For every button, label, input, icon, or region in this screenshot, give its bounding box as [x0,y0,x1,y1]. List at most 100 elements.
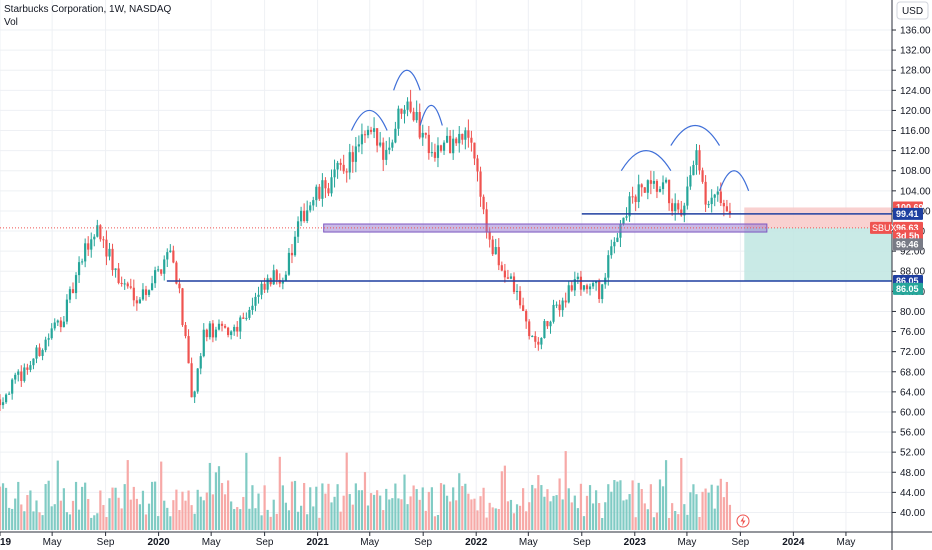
volume-bar [254,508,257,530]
volume-bar [296,511,300,530]
volume-bar [491,507,494,530]
candle-body [473,142,476,159]
volume-bar [476,510,479,530]
volume-bar [482,487,485,530]
volume-bar [263,485,266,530]
candle-body [342,164,345,172]
candle-body [339,162,342,165]
volume-bar [664,460,668,530]
volume-bar [202,500,205,530]
volume-bar [275,513,278,530]
volume-bar [11,508,14,530]
candle-body [284,274,287,282]
volume-bar [62,488,65,530]
volume-bar [686,514,689,530]
volume-bar [44,484,47,530]
candle-body [163,259,166,274]
candle-body [491,239,494,255]
candle-body [704,181,707,205]
volume-bars [0,451,732,530]
candle-body [65,299,69,322]
volume-bar [187,490,190,530]
volume-bar [74,481,78,530]
volume-bar [330,502,333,530]
volume-bar [324,493,327,530]
candle-body [488,231,491,240]
candle-body [713,194,716,198]
volume-bar [211,494,214,530]
volume-bar [518,505,522,530]
time-axis[interactable]: 2019 May Sep 2020 May Sep 2021 May Sep 2022 May Sep… [0,531,932,548]
volume-bar [512,513,516,530]
candle-body [187,336,190,364]
currency-button[interactable] [896,1,929,20]
candle-body [643,187,646,193]
volume-bar [351,504,354,530]
candle-body [668,179,671,204]
volume-bar [318,517,321,530]
volume-bar [178,510,181,530]
candle-body [299,210,303,222]
candle-body [93,236,96,240]
volume-bar [223,494,227,530]
volume-bar [652,517,656,530]
candle-body [707,204,710,206]
ticker-badge-label: SBUX [872,223,897,233]
volume-bar [120,508,123,530]
price-badge-label: 100.69 [896,202,924,212]
candle-body [610,246,613,256]
volume-bar [77,509,81,530]
candle-body [77,262,81,276]
candle-body [166,252,169,260]
candle-body [144,289,148,295]
price-tick-label: 112.00 [900,146,930,157]
volume-bar [114,487,117,530]
candle-body [90,239,93,250]
volume-bar [53,504,56,530]
candle-body [634,196,637,203]
candle-body [150,283,154,291]
candle-body [303,210,306,221]
volume-bar [105,517,108,530]
volume-bar [23,511,26,530]
candle-body [217,323,221,330]
candle-body [372,128,376,132]
volume-bar [442,484,446,530]
candle-body [245,317,248,319]
candle-body [239,317,242,332]
price-tick-label: 68.00 [900,367,925,378]
candle-body [625,216,628,218]
candle-body [552,304,555,322]
candle-body [160,269,163,274]
candle-body [330,177,333,194]
candle-body [120,282,123,284]
volume-bar [628,494,631,530]
candle-body [582,285,586,290]
time-tick-label: Sep [256,537,274,548]
volume-bar [242,496,245,530]
volume-bar [17,481,20,530]
candle-body [722,203,725,207]
candle-body [315,186,318,201]
volume-bar [93,515,96,530]
price-tick-label: 44.00 [900,488,925,499]
candle-body [482,196,485,210]
volume-bar [558,478,561,530]
candle-body [251,305,254,310]
volume-bar [604,502,607,530]
volume-bar [29,490,32,530]
currency-label: USD [902,6,923,17]
candle-body [506,277,510,279]
volume-bar [363,472,367,530]
price-axis[interactable]: 40.00 44.00 48.00 52.00 56.00 60.00 64.00 68.00… [891,0,931,550]
candle-body [543,321,546,339]
flash-icon[interactable] [736,514,750,528]
candle-body [716,191,719,195]
candle-body [537,341,540,345]
candle-body [570,285,573,291]
time-tick-label: Sep [97,537,115,548]
volume-bar [154,481,157,530]
price-tick-label: 108.00 [900,166,931,177]
volume-bar [35,500,38,530]
